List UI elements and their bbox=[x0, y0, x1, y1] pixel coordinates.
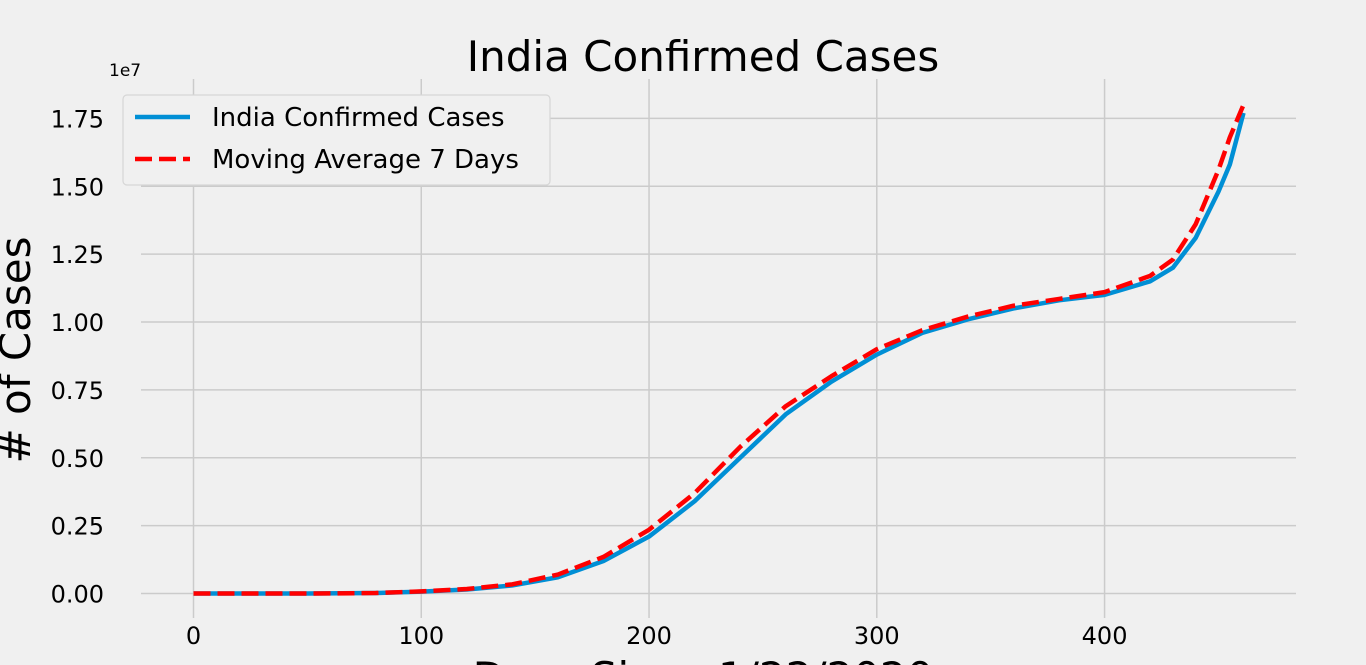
y-tick-label: 1.00 bbox=[51, 309, 104, 337]
legend-box bbox=[122, 94, 551, 186]
legend-label: India Confirmed Cases bbox=[212, 103, 505, 133]
series-line bbox=[193, 103, 1246, 596]
y-tick-label: 1.75 bbox=[51, 105, 104, 133]
legend-label: Moving Average 7 Days bbox=[212, 145, 519, 175]
x-tick-label: 0 bbox=[186, 622, 201, 650]
x-tick-label: 300 bbox=[854, 622, 900, 650]
x-tick-label: 100 bbox=[398, 622, 444, 650]
x-tick-label: 200 bbox=[626, 622, 672, 650]
x-tick-label: 400 bbox=[1082, 622, 1128, 650]
plot-lines bbox=[193, 103, 1246, 596]
y-tick-label: 1.50 bbox=[51, 173, 104, 201]
y-tick-label: 0.25 bbox=[51, 513, 104, 541]
y-offset-label: 1e7 bbox=[109, 61, 141, 81]
y-tick-label: 0.50 bbox=[51, 445, 104, 473]
y-tick-label: 0.00 bbox=[51, 581, 104, 609]
x-axis-label: Days Since 1/22/2020 bbox=[473, 653, 934, 665]
legend: India Confirmed Cases Moving Average 7 Da… bbox=[122, 94, 551, 186]
y-tick-label: 1.25 bbox=[51, 241, 104, 269]
y-axis-label: # of Cases bbox=[0, 236, 40, 463]
chart-title: India Confirmed Cases bbox=[467, 32, 939, 81]
y-tick-label: 0.75 bbox=[51, 377, 104, 405]
